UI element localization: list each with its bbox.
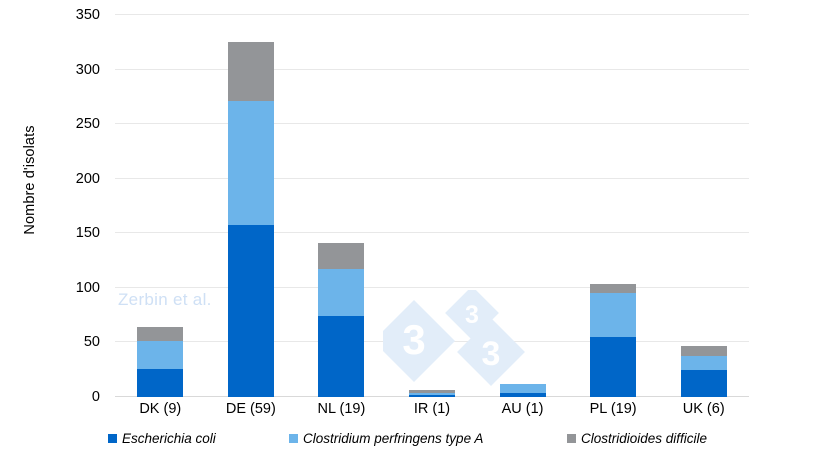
gridline xyxy=(115,232,749,234)
y-axis-tick-label: 350 xyxy=(75,7,100,23)
bar-segment[interactable] xyxy=(227,42,274,102)
bar-group[interactable] xyxy=(227,15,274,397)
bar-stack[interactable] xyxy=(318,243,365,397)
bar-segment[interactable] xyxy=(227,101,274,225)
gridline xyxy=(115,68,749,70)
bar-stack[interactable] xyxy=(227,42,274,397)
bar-stack[interactable] xyxy=(409,390,455,397)
gridline xyxy=(115,123,749,125)
bar-group[interactable] xyxy=(680,15,727,397)
bar-segment[interactable] xyxy=(680,345,727,356)
bar-segment[interactable] xyxy=(680,355,727,370)
bar-segment[interactable] xyxy=(318,269,365,317)
y-axis-tick-label: 0 xyxy=(91,389,100,405)
bar-segment[interactable] xyxy=(137,327,184,342)
plot-area: Zerbin et al. 3 3 3 xyxy=(115,14,749,397)
bar-segment[interactable] xyxy=(499,392,546,397)
legend-item[interactable]: Clostridioides difficile xyxy=(567,432,707,446)
y-axis-tick-label: 200 xyxy=(75,170,100,187)
bar-stack[interactable] xyxy=(499,383,546,397)
y-axis-tick-label: 50 xyxy=(83,334,100,351)
chart-legend: Escherichia coli Clostridium perfringens … xyxy=(108,432,808,454)
bar-segment[interactable] xyxy=(137,341,184,369)
x-axis-tick-label: UK (6) xyxy=(682,401,725,417)
bar-group[interactable] xyxy=(137,15,184,397)
bar-segment[interactable] xyxy=(409,390,455,393)
y-axis-tick-label: 100 xyxy=(75,279,100,296)
x-axis-tick-label: IR (1) xyxy=(413,401,451,417)
legend-label: Clostridium perfringens type A xyxy=(303,431,484,446)
x-axis-tick-labels: DK (9) DE (59) NL (19) IR (1) AU (1) PL (19) U… xyxy=(115,401,749,423)
bar-segment[interactable] xyxy=(227,224,274,397)
legend-swatch xyxy=(567,434,576,444)
legend-swatch xyxy=(108,434,117,444)
x-axis-tick-label: NL (19) xyxy=(317,401,366,417)
bar-stack[interactable] xyxy=(137,327,184,397)
x-axis-tick-label: DE (59) xyxy=(225,401,276,417)
bar-segment[interactable] xyxy=(137,368,184,397)
bar-segment[interactable] xyxy=(590,293,637,337)
bar-stack[interactable] xyxy=(680,345,727,397)
x-axis-tick-label: AU (1) xyxy=(501,401,544,417)
bar-segment[interactable] xyxy=(318,243,365,270)
bar-segment[interactable] xyxy=(409,394,455,397)
gridline xyxy=(115,286,749,288)
gridline xyxy=(115,14,749,15)
bar-group[interactable] xyxy=(590,15,637,397)
bar-group[interactable] xyxy=(499,15,546,397)
bar-segment[interactable] xyxy=(318,316,365,397)
y-axis-tick-label: 150 xyxy=(75,225,100,242)
bar-group[interactable] xyxy=(318,15,365,397)
x-axis-tick-label: DK (9) xyxy=(139,401,182,417)
y-axis-tick-label: 250 xyxy=(75,116,100,133)
y-axis-tick-label: 300 xyxy=(75,61,100,78)
legend-item[interactable]: Escherichia coli xyxy=(108,432,216,446)
legend-label: Clostridioides difficile xyxy=(581,431,708,446)
y-axis-tick-labels: 0 50 100 150 200 250 300 350 xyxy=(0,7,108,405)
bar-stack[interactable] xyxy=(590,283,637,397)
bar-segment[interactable] xyxy=(409,392,455,395)
legend-item[interactable]: Clostridium perfringens type A xyxy=(289,432,483,446)
legend-label: Escherichia coli xyxy=(122,431,216,446)
bar-group[interactable] xyxy=(409,15,455,397)
x-axis-tick-label: PL (19) xyxy=(589,401,637,417)
gridline xyxy=(115,177,749,179)
bar-segment[interactable] xyxy=(590,283,637,294)
bar-segment[interactable] xyxy=(499,383,546,393)
bar-segment[interactable] xyxy=(680,369,727,397)
bar-segment[interactable] xyxy=(590,336,637,397)
legend-swatch xyxy=(289,434,298,444)
bars-layer xyxy=(115,15,749,397)
